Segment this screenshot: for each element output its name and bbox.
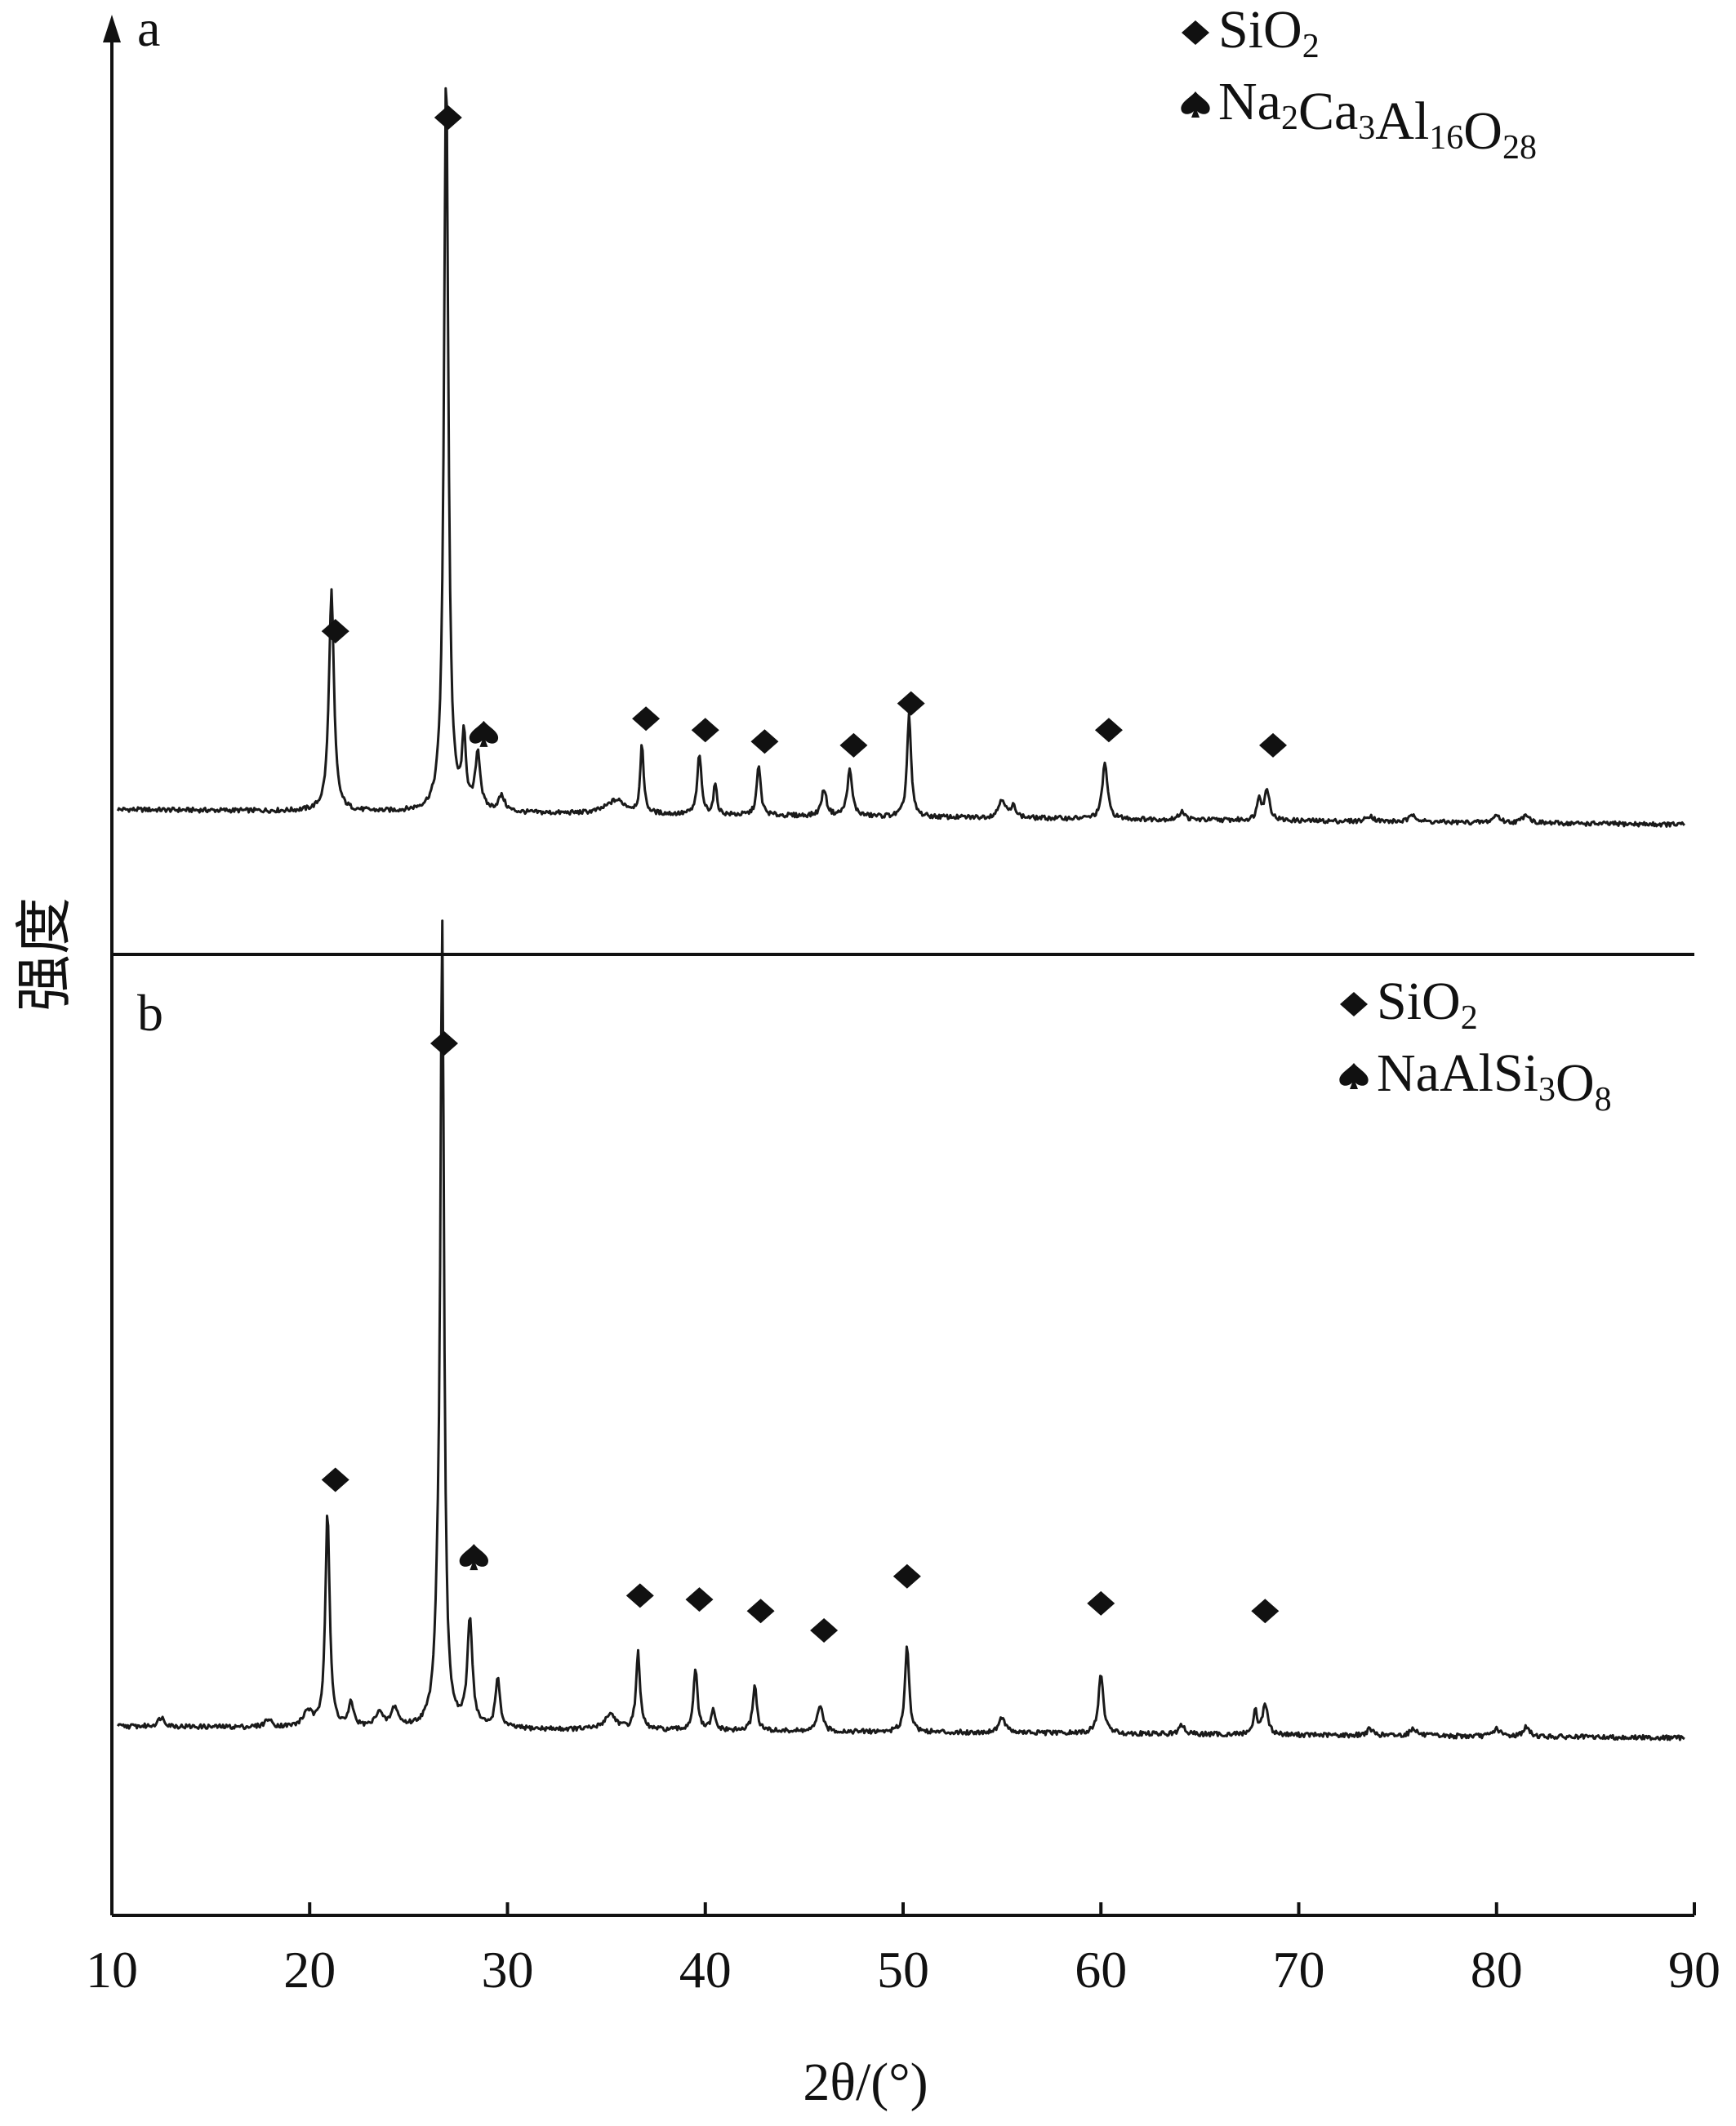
legend-diamond-icon	[1182, 20, 1209, 45]
peak-marker-diamond-icon	[1251, 1599, 1280, 1624]
peak-marker-diamond-icon	[1259, 732, 1288, 758]
legend-spade-icon	[1339, 1063, 1369, 1089]
panel-label-a: a	[137, 0, 160, 57]
legend-entry-text: NaAlSi3O8	[1377, 1043, 1612, 1119]
peak-marker-diamond-icon	[746, 1599, 775, 1624]
peak-marker-diamond-icon	[685, 1587, 714, 1612]
legend-entry-text: Na2Ca3Al16O28	[1218, 72, 1537, 167]
x-tick-labels: 10 20 30 40 50 60 70 80 90	[86, 1902, 1720, 1999]
peak-marker-diamond-icon	[750, 729, 779, 754]
y-axis-arrow-icon	[103, 15, 121, 42]
peak-marker-diamond-icon	[691, 718, 719, 743]
peak-marker-diamond-icon	[430, 1031, 458, 1056]
legend-spade-icon	[1181, 91, 1210, 118]
x-tick-label: 80	[1471, 1941, 1523, 1999]
x-axis-title: 2θ/(°)	[803, 2053, 928, 2112]
peak-marker-diamond-icon	[1094, 718, 1123, 743]
y-axis-title: 强度	[14, 897, 77, 1012]
legend-a: SiO2 Na2Ca3Al16O28	[1181, 0, 1537, 167]
x-tick-label: 40	[679, 1941, 732, 1999]
x-tick-label: 70	[1273, 1941, 1325, 1999]
chart-panel-a: a SiO2 Na2Ca3Al16O28	[116, 0, 1685, 828]
peak-marker-diamond-icon	[1087, 1590, 1115, 1616]
x-tick-label: 90	[1668, 1941, 1720, 1999]
peak-marker-spade-icon	[469, 720, 499, 747]
xrd-pattern-line-b	[117, 919, 1685, 1741]
xrd-pattern-line-a	[116, 87, 1685, 828]
legend-entry-text: SiO2	[1377, 972, 1478, 1037]
x-tick-label: 20	[283, 1941, 336, 1999]
peak-marker-diamond-icon	[839, 732, 868, 758]
peak-marker-diamond-icon	[434, 105, 462, 130]
x-tick-label: 30	[482, 1941, 534, 1999]
peak-marker-diamond-icon	[321, 1467, 349, 1492]
peak-marker-diamond-icon	[892, 1563, 921, 1589]
peak-marker-spade-icon	[459, 1544, 488, 1571]
peak-marker-diamond-icon	[625, 1583, 654, 1608]
peak-marker-diamond-icon	[632, 706, 661, 732]
peak-marker-diamond-icon	[810, 1617, 839, 1643]
axes	[103, 15, 1694, 1917]
x-tick-label: 10	[86, 1941, 138, 1999]
legend-diamond-icon	[1340, 992, 1368, 1016]
x-tick-label: 50	[877, 1941, 929, 1999]
legend-entry-text: SiO2	[1218, 0, 1320, 65]
peak-marker-diamond-icon	[897, 691, 925, 716]
panel-label-b: b	[137, 984, 163, 1042]
x-tick-label: 60	[1075, 1941, 1127, 1999]
peak-marker-diamond-icon	[321, 619, 349, 644]
